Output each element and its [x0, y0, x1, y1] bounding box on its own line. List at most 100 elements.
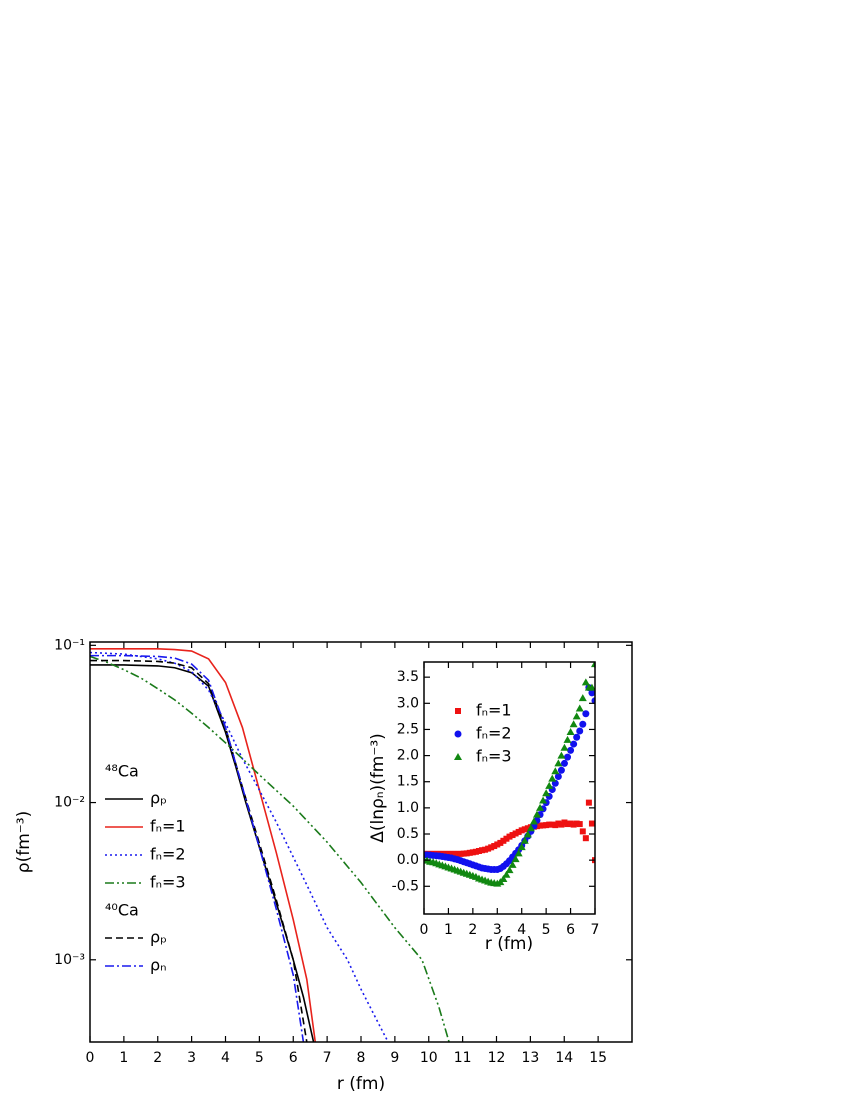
- x-axis-title: r (fm): [337, 1074, 385, 1094]
- x-tick-label: 12: [488, 1050, 506, 1066]
- marker: [551, 767, 560, 775]
- marker: [591, 662, 595, 668]
- marker: [514, 849, 523, 857]
- x-tick-label: 0: [420, 922, 429, 938]
- legend-label: fₙ=2: [476, 724, 512, 743]
- legend-label: ρₙ: [150, 956, 167, 975]
- marker: [472, 848, 479, 855]
- y-axis-title: Δ(lnρₙ)(fm⁻³): [368, 733, 388, 843]
- marker: [540, 822, 547, 829]
- marker: [557, 766, 565, 774]
- marker: [588, 820, 595, 827]
- marker: [561, 819, 568, 826]
- y-tick-label: -0.5: [392, 878, 419, 894]
- marker: [537, 822, 544, 829]
- x-axis-title: r (fm): [485, 934, 533, 954]
- marker: [567, 746, 575, 754]
- x-tick-label: 0: [86, 1050, 95, 1066]
- marker: [554, 759, 563, 767]
- marker: [545, 781, 554, 789]
- marker: [567, 820, 574, 827]
- x-tick-label: 11: [454, 1050, 472, 1066]
- marker: [564, 821, 571, 828]
- x-tick-label: 1: [444, 922, 453, 938]
- marker: [488, 844, 495, 851]
- marker: [560, 759, 568, 767]
- x-tick-label: 3: [187, 1050, 196, 1066]
- marker: [508, 860, 517, 868]
- marker: [582, 710, 590, 718]
- x-tick-label: 6: [566, 922, 575, 938]
- marker: [532, 810, 541, 818]
- marker: [566, 728, 575, 736]
- x-tick-label: 1: [119, 1050, 128, 1066]
- marker: [505, 866, 514, 874]
- y-tick-label: 10⁻²: [54, 795, 85, 811]
- marker: [469, 849, 476, 856]
- x-tick-label: 13: [521, 1050, 539, 1066]
- y-tick-label: 2.0: [397, 748, 419, 764]
- series-line: [90, 655, 450, 1042]
- marker: [573, 733, 581, 741]
- marker: [576, 821, 583, 828]
- marker: [497, 839, 504, 846]
- series-line: [90, 664, 315, 1042]
- y-tick-label: 0.0: [397, 852, 419, 868]
- plot-layer: [90, 648, 450, 1042]
- x-tick-label: 6: [289, 1050, 298, 1066]
- marker: [503, 835, 510, 842]
- marker: [499, 874, 508, 882]
- legend-group-title: ⁴⁰Ca: [105, 901, 139, 920]
- legend-label: fₙ=1: [150, 817, 186, 836]
- series-line: [90, 659, 308, 1042]
- x-tick-label: 15: [589, 1050, 607, 1066]
- legend-marker: [454, 753, 462, 760]
- y-tick-label: 1.0: [397, 800, 419, 816]
- marker: [569, 720, 578, 728]
- y-tick-label: 2.5: [397, 721, 419, 737]
- marker: [491, 843, 498, 850]
- y-tick-label: 3.5: [397, 669, 419, 685]
- marker: [506, 833, 513, 840]
- marker: [539, 796, 548, 804]
- marker: [570, 821, 577, 828]
- x-tick-label: 2: [468, 922, 477, 938]
- marker: [518, 827, 525, 834]
- marker: [511, 855, 520, 863]
- marker: [581, 678, 590, 686]
- marker: [585, 799, 592, 806]
- marker: [588, 689, 595, 697]
- marker: [558, 821, 565, 828]
- y-tick-label: 3.0: [397, 695, 419, 711]
- series-line: [90, 651, 389, 1042]
- legend-marker: [454, 730, 462, 738]
- series-line: [90, 654, 305, 1042]
- marker: [512, 830, 519, 837]
- marker: [451, 850, 458, 857]
- marker: [521, 826, 528, 833]
- marker: [460, 850, 467, 857]
- marker: [454, 850, 461, 857]
- marker: [570, 740, 578, 748]
- marker: [579, 828, 586, 835]
- x-tick-label: 2: [153, 1050, 162, 1066]
- marker: [463, 850, 470, 857]
- x-tick-label: 14: [555, 1050, 573, 1066]
- x-tick-label: 7: [591, 922, 600, 938]
- y-tick-label: 10⁻³: [54, 952, 85, 968]
- marker: [500, 837, 507, 844]
- marker: [517, 843, 526, 851]
- marker: [554, 772, 562, 780]
- marker: [529, 817, 538, 825]
- marker: [546, 821, 553, 828]
- marker: [542, 789, 551, 797]
- marker: [520, 836, 529, 844]
- marker: [543, 822, 550, 829]
- marker: [557, 751, 566, 759]
- x-tick-label: 9: [390, 1050, 399, 1066]
- marker: [582, 835, 589, 842]
- marker: [479, 847, 486, 854]
- marker: [509, 832, 516, 839]
- legend-group-title: ⁴⁸Ca: [105, 762, 139, 781]
- x-tick-label: 7: [323, 1050, 332, 1066]
